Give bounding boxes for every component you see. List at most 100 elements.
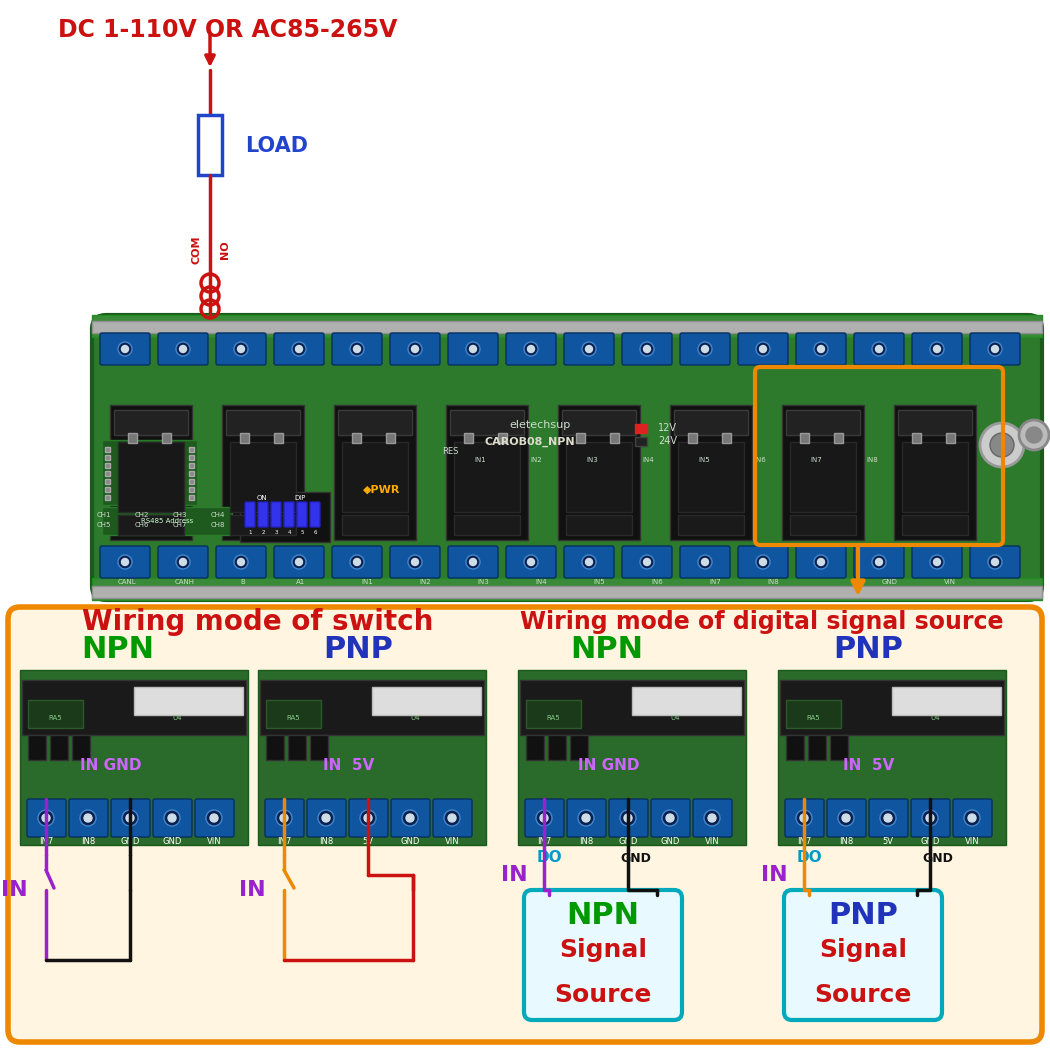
Circle shape	[469, 559, 477, 566]
Bar	[790, 442, 856, 512]
Text: RA5: RA5	[546, 715, 560, 721]
Bar	[520, 680, 744, 735]
Text: IN7: IN7	[537, 838, 551, 846]
Text: GND: GND	[400, 838, 420, 846]
FancyBboxPatch shape	[854, 546, 904, 578]
Bar	[342, 442, 408, 512]
FancyBboxPatch shape	[92, 315, 1042, 600]
FancyBboxPatch shape	[195, 799, 234, 837]
FancyBboxPatch shape	[912, 333, 962, 365]
FancyBboxPatch shape	[310, 502, 320, 527]
Circle shape	[406, 814, 414, 822]
Circle shape	[644, 345, 651, 353]
Text: IN: IN	[238, 880, 266, 900]
FancyBboxPatch shape	[265, 799, 304, 837]
Text: 5: 5	[300, 529, 303, 534]
Text: IN1: IN1	[361, 579, 373, 585]
Bar	[258, 670, 486, 845]
Circle shape	[276, 810, 292, 826]
Circle shape	[292, 555, 306, 569]
Text: IN8: IN8	[81, 838, 96, 846]
Circle shape	[701, 345, 709, 353]
Text: GND: GND	[660, 838, 679, 846]
Text: IN2: IN2	[419, 579, 430, 585]
Circle shape	[408, 555, 422, 569]
Bar	[20, 670, 248, 845]
Bar	[632, 687, 741, 715]
Circle shape	[814, 555, 828, 569]
Bar	[102, 440, 197, 505]
Circle shape	[292, 342, 306, 356]
FancyBboxPatch shape	[216, 546, 266, 578]
Bar	[566, 514, 632, 536]
Circle shape	[988, 342, 1002, 356]
Circle shape	[524, 555, 538, 569]
FancyBboxPatch shape	[258, 502, 268, 527]
Bar	[230, 514, 296, 536]
Bar	[722, 433, 731, 443]
FancyBboxPatch shape	[448, 333, 498, 365]
FancyBboxPatch shape	[796, 333, 846, 365]
FancyBboxPatch shape	[390, 333, 440, 365]
FancyBboxPatch shape	[680, 333, 730, 365]
Circle shape	[354, 559, 360, 566]
Circle shape	[42, 814, 50, 822]
Text: DC 1-110V OR AC85-265V: DC 1-110V OR AC85-265V	[58, 18, 397, 42]
Text: CH4: CH4	[211, 512, 225, 518]
Text: Wiring mode of digital signal source: Wiring mode of digital signal source	[520, 610, 1004, 634]
Circle shape	[666, 814, 674, 822]
Bar	[678, 514, 744, 536]
Circle shape	[880, 810, 896, 826]
Circle shape	[180, 559, 187, 566]
Text: IN7: IN7	[797, 838, 811, 846]
FancyBboxPatch shape	[245, 502, 255, 527]
Bar	[610, 433, 620, 443]
Circle shape	[640, 555, 654, 569]
Text: IN: IN	[501, 865, 527, 885]
FancyBboxPatch shape	[391, 799, 430, 837]
Circle shape	[318, 810, 334, 826]
Circle shape	[408, 342, 422, 356]
Bar	[562, 410, 636, 435]
Text: GND: GND	[121, 838, 140, 846]
Bar	[830, 735, 848, 760]
Bar	[92, 315, 1042, 337]
Bar	[892, 687, 1001, 715]
Text: IN  5V: IN 5V	[323, 757, 375, 773]
Circle shape	[796, 810, 812, 826]
Circle shape	[412, 345, 419, 353]
FancyBboxPatch shape	[433, 799, 472, 837]
FancyBboxPatch shape	[448, 546, 498, 578]
FancyBboxPatch shape	[680, 546, 730, 578]
Circle shape	[930, 555, 944, 569]
Text: IN: IN	[760, 865, 788, 885]
Text: IN7: IN7	[39, 838, 54, 846]
FancyBboxPatch shape	[297, 502, 307, 527]
FancyBboxPatch shape	[100, 546, 150, 578]
Text: 24V: 24V	[658, 436, 677, 446]
Circle shape	[402, 810, 418, 826]
Text: NPN: NPN	[570, 635, 644, 665]
Circle shape	[176, 555, 190, 569]
Text: IN1: IN1	[475, 457, 486, 463]
Text: CH6: CH6	[134, 522, 149, 528]
Bar	[576, 433, 585, 443]
FancyBboxPatch shape	[912, 546, 962, 578]
FancyBboxPatch shape	[827, 799, 866, 837]
Circle shape	[930, 342, 944, 356]
Bar	[454, 442, 520, 512]
Circle shape	[122, 810, 138, 826]
Circle shape	[922, 810, 938, 826]
Circle shape	[980, 423, 1024, 467]
Text: VIN: VIN	[207, 838, 222, 846]
Bar	[105, 479, 110, 484]
Text: VIN: VIN	[705, 838, 719, 846]
Circle shape	[206, 810, 222, 826]
FancyBboxPatch shape	[738, 546, 788, 578]
Circle shape	[701, 559, 709, 566]
Bar	[92, 586, 1042, 598]
Circle shape	[800, 814, 808, 822]
Circle shape	[756, 342, 770, 356]
Bar	[446, 405, 528, 540]
Circle shape	[527, 559, 534, 566]
